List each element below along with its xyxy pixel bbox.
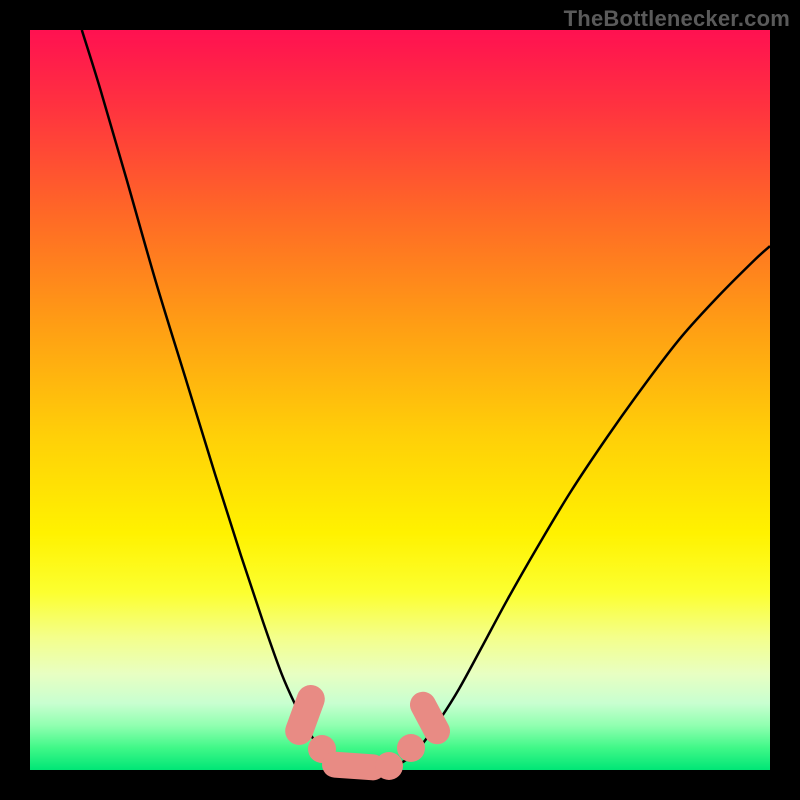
watermark-text: TheBottlenecker.com	[564, 6, 790, 32]
chart-frame: TheBottlenecker.com	[0, 0, 800, 800]
chart-svg	[30, 30, 770, 770]
series-marker	[375, 752, 403, 780]
gradient-background	[30, 30, 770, 770]
plot-area	[30, 30, 770, 770]
series-marker	[397, 734, 425, 762]
